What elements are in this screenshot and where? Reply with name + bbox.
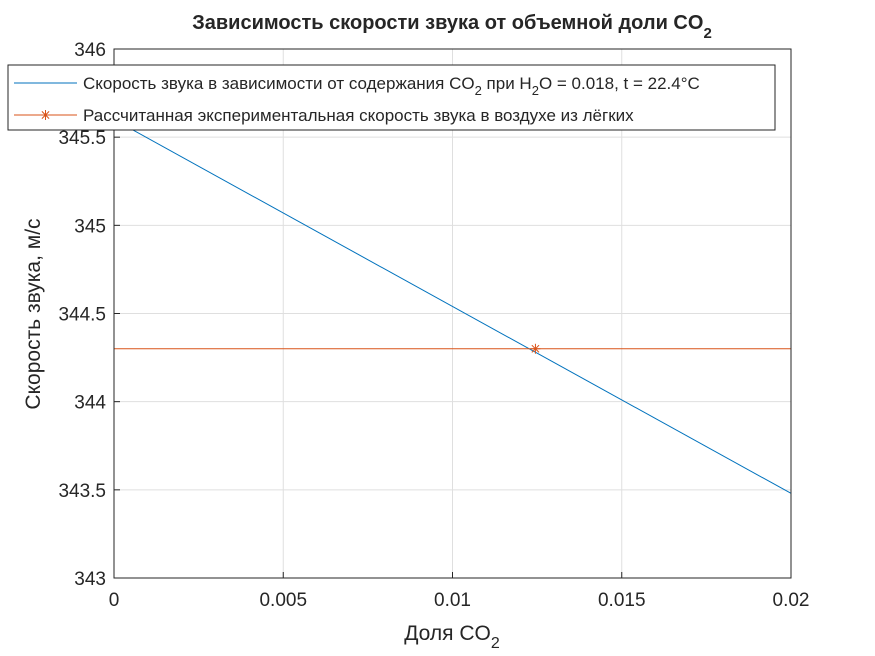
legend-label-series-2: Рассчитанная экспериментальная скорость … — [83, 106, 634, 125]
ticks: 0 0.005 0.01 0.015 0.02 343 343.5 344 344.5 345 34… — [58, 40, 809, 611]
legend-marker-series-2 — [40, 110, 51, 120]
x-tick-label: 0.005 — [259, 590, 307, 611]
legend: Скорость звука в зависимости от содержан… — [7, 64, 776, 131]
y-tick-label: 343 — [74, 569, 106, 590]
legend-label-series-1: Скорость звука в зависимости от содержан… — [83, 74, 700, 98]
x-axis-title: Доля CO2 — [404, 622, 500, 652]
series-marker-2 — [530, 343, 541, 354]
series-line-1 — [113, 119, 792, 494]
y-tick-label: 344 — [74, 393, 106, 414]
y-tick-label: 344.5 — [58, 305, 106, 326]
x-tick-label: 0 — [109, 590, 120, 611]
x-tick-label: 0.02 — [773, 590, 810, 611]
legend-box — [7, 64, 776, 131]
y-axis-title: Скорость звука, м/с — [22, 218, 45, 409]
chart-title: Зависимость скорости звука от объемной д… — [192, 12, 712, 42]
legend-marker-asterisk — [40, 110, 51, 120]
y-tick-label: 343.5 — [58, 481, 106, 502]
y-tick-label: 346 — [74, 40, 106, 61]
x-tick-label: 0.015 — [598, 590, 646, 611]
x-tick-label: 0.01 — [434, 590, 471, 611]
y-tick-label: 345.5 — [58, 128, 106, 149]
y-tick-label: 345 — [74, 216, 106, 237]
series-layer — [113, 119, 792, 494]
